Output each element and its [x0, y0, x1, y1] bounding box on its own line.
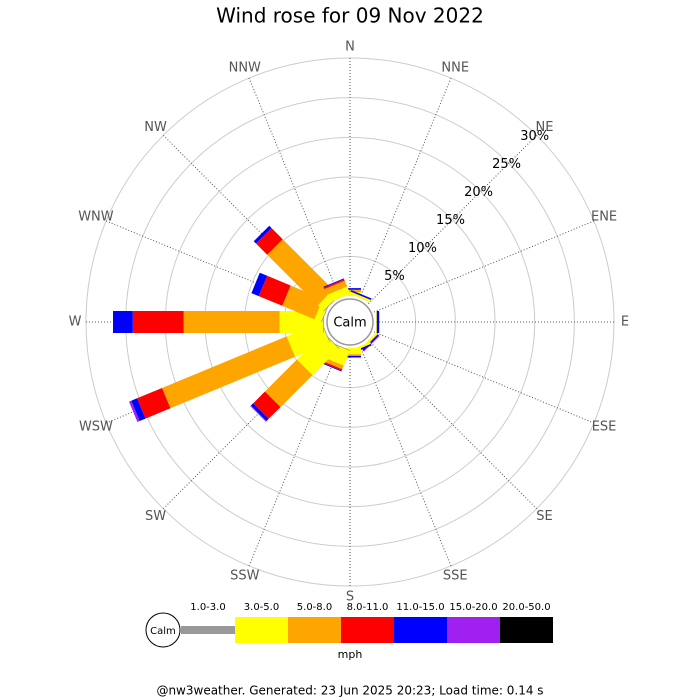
wind-segment: [137, 388, 171, 419]
radial-tick-label: 30%: [520, 129, 549, 144]
legend-label: 5.0-8.0: [297, 602, 332, 613]
spoke: [373, 220, 595, 313]
legend-label: 3.0-5.0: [244, 602, 279, 613]
chart-title: Wind rose for 09 Nov 2022: [216, 4, 484, 28]
legend-swatch: [235, 617, 288, 643]
direction-label: SE: [536, 509, 552, 524]
legend-swatch: [181, 626, 235, 634]
spoke: [359, 77, 452, 299]
wind-segment: [323, 279, 345, 289]
legend-label: 8.0-11.0: [347, 602, 389, 613]
calm-label: Calm: [333, 316, 366, 331]
direction-label: ESE: [592, 420, 617, 435]
legend-label: 15.0-20.0: [449, 602, 497, 613]
radial-tick-label: 10%: [408, 241, 437, 256]
direction-label: E: [621, 315, 629, 330]
wind-segment: [376, 311, 380, 333]
direction-label: NE: [535, 120, 553, 135]
spoke: [373, 331, 595, 424]
direction-label: SSE: [443, 569, 468, 584]
wind-segment: [324, 280, 348, 295]
spoke: [248, 345, 341, 567]
direction-label: NNE: [441, 60, 469, 75]
footer: @nw3weather. Generated: 23 Jun 2025 20:2…: [156, 684, 543, 698]
wind-segment: [376, 311, 377, 333]
wind-segment: [264, 359, 313, 408]
wind-segment: [250, 403, 269, 422]
legend-swatch: [288, 617, 341, 643]
wind-segment: [321, 360, 343, 371]
direction-label: WNW: [78, 209, 114, 224]
wind-segment: [282, 285, 323, 320]
direction-label: W: [69, 315, 82, 330]
wind-segment: [129, 400, 140, 422]
wind-segment: [323, 278, 345, 288]
wind-segment: [131, 398, 146, 421]
direction-label: SSW: [230, 569, 260, 584]
direction-label: SW: [145, 509, 166, 524]
wind-segment: [183, 311, 280, 333]
wind-segment: [113, 311, 133, 333]
direction-label: N: [345, 40, 355, 55]
spoke: [368, 340, 538, 510]
spoke: [368, 134, 538, 304]
spoke: [359, 345, 452, 567]
wind-segment: [256, 228, 283, 255]
direction-label: S: [346, 590, 354, 605]
wind-segment: [350, 290, 372, 300]
wind-segment: [296, 333, 339, 376]
calm-circle: [326, 298, 374, 346]
units-label: mph: [338, 648, 363, 661]
wind-segment: [322, 357, 344, 370]
legend-swatch: [500, 617, 553, 643]
spoke: [248, 77, 341, 299]
legend-swatch: [447, 617, 500, 643]
legend-swatch: [394, 617, 447, 643]
legend-label: 20.0-50.0: [502, 602, 550, 613]
legend-label: 1.0-3.0: [190, 602, 225, 613]
wind-segment: [253, 225, 272, 244]
wind-segment: [267, 239, 334, 306]
legend-swatch: [341, 617, 394, 643]
legend-calm-circle: [145, 612, 181, 648]
radial-tick-label: 25%: [492, 157, 521, 172]
wind-segment: [326, 286, 351, 303]
wind-segment: [253, 391, 281, 419]
wind-segment: [251, 272, 268, 297]
radial-tick-label: 15%: [436, 213, 465, 228]
wind-segment: [250, 405, 267, 422]
direction-label: NNW: [229, 60, 261, 75]
legend-label: 11.0-15.0: [396, 602, 444, 613]
direction-label: ENE: [591, 209, 617, 224]
wind-segment: [349, 291, 371, 303]
wind-segment: [132, 311, 184, 333]
wind-segment: [258, 275, 291, 306]
direction-label: WSW: [79, 420, 113, 435]
radial-tick-label: 20%: [464, 185, 493, 200]
direction-label: NW: [144, 120, 167, 135]
wind-segment: [363, 335, 380, 352]
legend-calm-label: Calm: [150, 626, 176, 637]
radial-tick-label: 5%: [384, 269, 405, 284]
wind-segment: [321, 362, 342, 372]
wind-segment: [162, 336, 295, 409]
